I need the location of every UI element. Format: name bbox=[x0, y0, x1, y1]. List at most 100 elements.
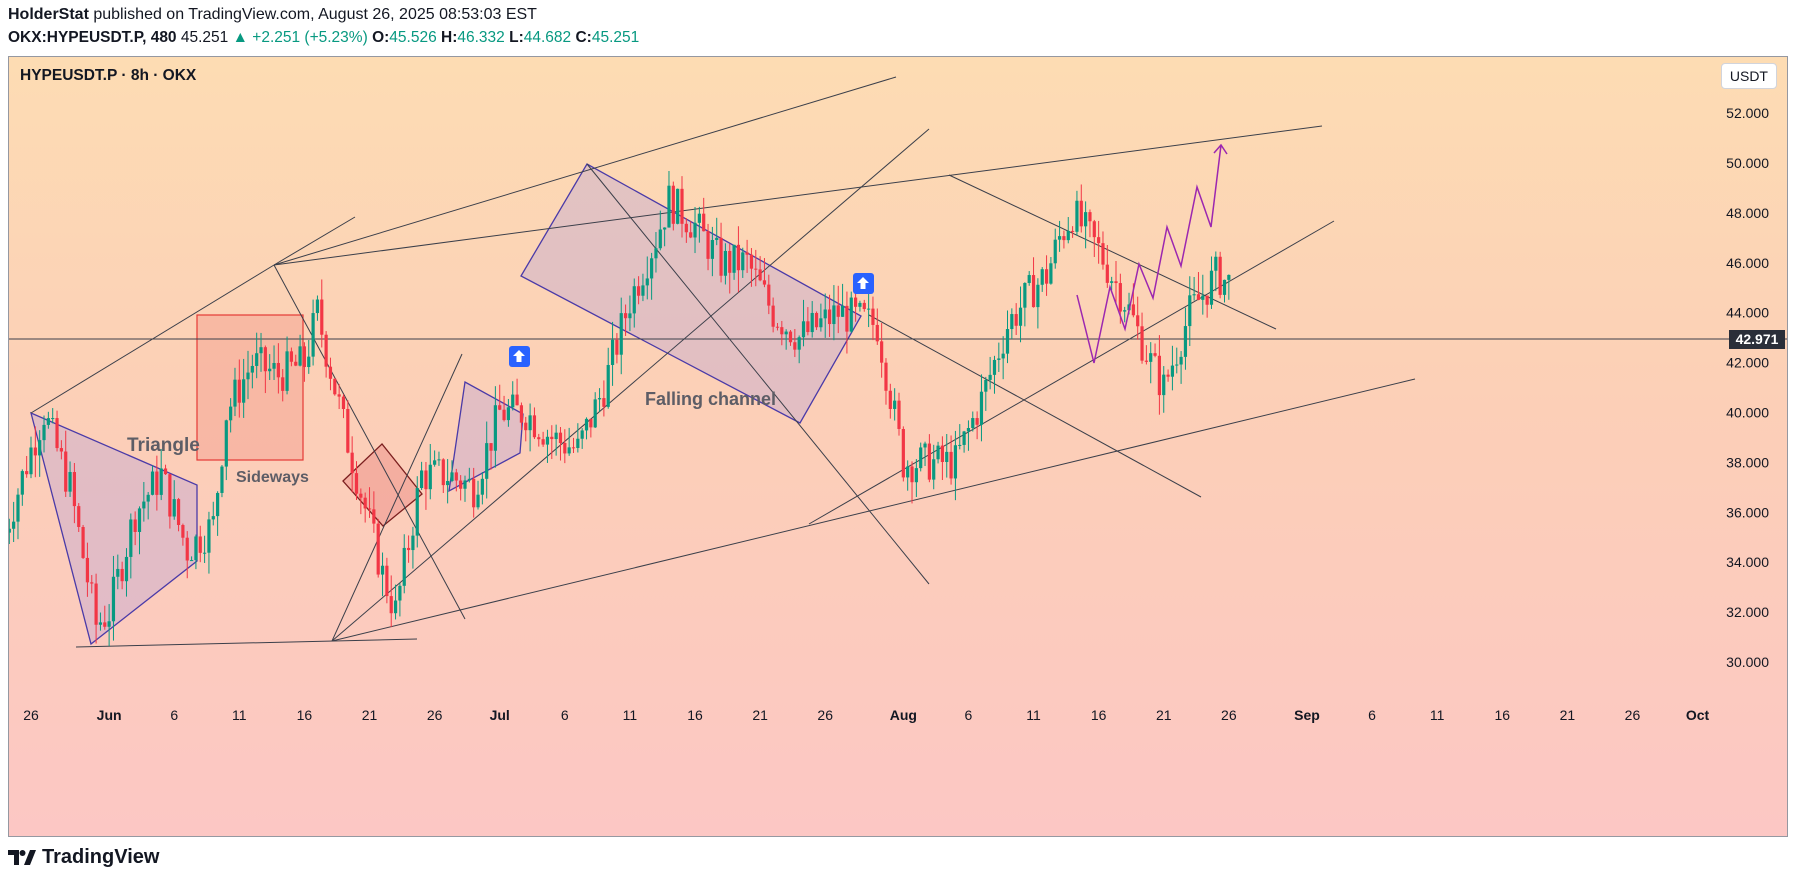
candle-body bbox=[745, 252, 749, 255]
candle-body bbox=[1053, 239, 1057, 264]
candle-body bbox=[320, 299, 324, 335]
candle-body bbox=[285, 351, 289, 391]
candle-body bbox=[732, 244, 736, 273]
candle-body bbox=[185, 537, 189, 561]
small-wedge bbox=[342, 443, 423, 527]
candle-body bbox=[255, 353, 259, 366]
candle-body bbox=[697, 213, 701, 223]
candle-body bbox=[593, 399, 597, 428]
candle-body bbox=[645, 278, 649, 286]
candle-body bbox=[263, 347, 267, 372]
currency-unit-button[interactable]: USDT bbox=[1720, 63, 1777, 89]
candle-body bbox=[1040, 269, 1044, 285]
low-label: L: bbox=[509, 29, 524, 46]
chart-frame[interactable]: 30.000 32.000 34.000 36.000 38.000 40.000 42.0… bbox=[8, 56, 1788, 837]
candle-body bbox=[962, 431, 966, 445]
candle-body bbox=[576, 438, 580, 448]
candle-body bbox=[380, 565, 385, 575]
candle-body bbox=[1079, 200, 1083, 227]
x-tick-label: 21 bbox=[1156, 707, 1172, 723]
candle-body bbox=[1101, 243, 1105, 265]
y-tick-label: 50.000 bbox=[1726, 155, 1769, 171]
candle-body bbox=[146, 494, 150, 502]
candle-body bbox=[120, 568, 124, 582]
candle-body bbox=[328, 366, 333, 379]
x-tick-label: 26 bbox=[427, 707, 443, 723]
candle-body bbox=[888, 390, 892, 409]
candle-body bbox=[33, 447, 37, 456]
candle-body bbox=[676, 188, 680, 224]
candle-body bbox=[1183, 326, 1188, 357]
tradingview-logo[interactable]: TradingView bbox=[8, 846, 159, 869]
candle-body bbox=[476, 494, 480, 508]
candle-body bbox=[272, 362, 276, 369]
price-chart[interactable]: 30.000 32.000 34.000 36.000 38.000 40.000 42.0… bbox=[9, 57, 1788, 837]
candle-body bbox=[619, 313, 623, 355]
candle-body bbox=[814, 312, 819, 328]
candle-body bbox=[372, 509, 376, 524]
candle-body bbox=[363, 497, 367, 509]
candle-body bbox=[472, 478, 476, 508]
candle-body bbox=[654, 248, 658, 259]
open-label: O: bbox=[372, 29, 390, 46]
close-label: C: bbox=[575, 29, 592, 46]
candle-body bbox=[623, 313, 628, 319]
y-tick-label: 52.000 bbox=[1726, 105, 1769, 121]
x-tick-label: 6 bbox=[561, 707, 569, 723]
trendline bbox=[273, 125, 1323, 266]
annotation-label: Triangle bbox=[127, 435, 200, 456]
candle-body bbox=[42, 424, 46, 441]
candle-body bbox=[953, 445, 958, 479]
candle-body bbox=[1097, 237, 1101, 244]
candle-body bbox=[537, 437, 541, 440]
candle-body bbox=[910, 466, 914, 483]
candle-body bbox=[1071, 230, 1075, 232]
falling-channel-box bbox=[520, 163, 862, 424]
trendline bbox=[331, 378, 1416, 642]
candle-body bbox=[159, 468, 163, 495]
candle-body bbox=[966, 428, 971, 432]
candle-body bbox=[554, 432, 558, 440]
candle-body bbox=[103, 622, 107, 627]
candle-body bbox=[684, 223, 688, 233]
ohlc-bar: OKX:HYPEUSDT.P, 480 45.251 ▲ +2.251 (+5.… bbox=[8, 29, 639, 47]
candle-body bbox=[901, 429, 905, 478]
candle-body bbox=[1062, 236, 1066, 241]
x-tick-label: 21 bbox=[752, 707, 768, 723]
candle-body bbox=[1110, 281, 1114, 283]
x-tick-label: Oct bbox=[1686, 707, 1710, 723]
trendline bbox=[868, 314, 1202, 498]
candle-body bbox=[767, 284, 771, 306]
annotation-label: Falling channel bbox=[645, 389, 776, 409]
candle-body bbox=[1057, 236, 1062, 240]
candle-body bbox=[558, 432, 563, 444]
candle-body bbox=[150, 471, 155, 495]
y-tick-label: 30.000 bbox=[1726, 654, 1769, 670]
candle-body bbox=[854, 297, 858, 307]
y-tick-label: 36.000 bbox=[1726, 504, 1769, 520]
candle-body bbox=[840, 305, 845, 317]
candle-body bbox=[1044, 269, 1049, 284]
candle-body bbox=[923, 443, 927, 448]
candle-body bbox=[580, 430, 584, 439]
candle-body bbox=[693, 222, 697, 238]
symbol-label: OKX:HYPEUSDT.P, 480 bbox=[8, 29, 177, 46]
candle-body bbox=[437, 459, 441, 461]
candle-body bbox=[59, 448, 63, 452]
candle-body bbox=[1153, 353, 1157, 356]
candle-body bbox=[680, 188, 684, 224]
candle-body bbox=[25, 471, 29, 475]
candle-body bbox=[220, 466, 224, 493]
candle-body bbox=[81, 526, 85, 558]
candle-body bbox=[528, 415, 532, 431]
candle-body bbox=[181, 525, 185, 538]
y-tick-label: 32.000 bbox=[1726, 604, 1769, 620]
candle-body bbox=[1162, 374, 1166, 396]
candle-body bbox=[975, 418, 979, 425]
candle-body bbox=[415, 488, 419, 536]
candle-body bbox=[107, 621, 111, 627]
candle-body bbox=[519, 405, 524, 423]
candle-body bbox=[194, 536, 198, 561]
trendline bbox=[273, 216, 356, 266]
candle-body bbox=[29, 447, 33, 475]
